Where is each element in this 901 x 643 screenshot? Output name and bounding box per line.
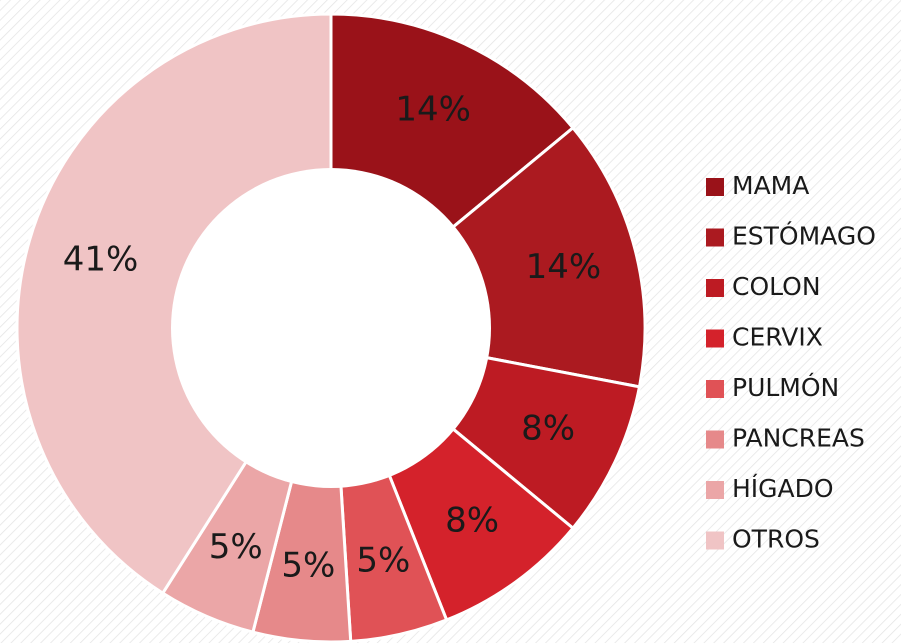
slice-labels: 14% 14% 8% 8% 5% 5% 5% 41% bbox=[63, 89, 602, 585]
legend-swatch bbox=[706, 380, 724, 398]
legend-label: HÍGADO bbox=[732, 474, 834, 503]
slice-label: 5% bbox=[209, 527, 263, 567]
slice-label: 8% bbox=[521, 409, 575, 449]
legend-swatch bbox=[706, 531, 724, 550]
legend-label: COLON bbox=[732, 272, 821, 301]
donut-hole bbox=[171, 168, 491, 488]
legend-swatch bbox=[706, 481, 724, 499]
legend-swatch bbox=[706, 228, 724, 247]
slice-label: 5% bbox=[356, 541, 410, 581]
legend-label: PANCREAS bbox=[732, 424, 865, 453]
legend-swatch bbox=[706, 329, 724, 348]
slice-label: 14% bbox=[526, 247, 602, 287]
slice-label: 41% bbox=[63, 240, 139, 280]
legend-label: PULMÓN bbox=[732, 372, 839, 402]
slice-label: 8% bbox=[445, 501, 499, 541]
slice-label: 5% bbox=[281, 545, 335, 585]
legend-label: CERVIX bbox=[732, 323, 823, 352]
legend-swatch bbox=[706, 178, 724, 196]
legend-swatch bbox=[706, 430, 724, 449]
legend-label: OTROS bbox=[732, 525, 820, 554]
slice-label: 14% bbox=[395, 89, 471, 129]
legend-label: MAMA bbox=[732, 171, 809, 200]
legend: MAMA ESTÓMAGO COLON CERVIX PULMÓN PANCREAS HÍG… bbox=[706, 171, 876, 554]
legend-label: ESTÓMAGO bbox=[732, 221, 876, 251]
legend-swatch bbox=[706, 279, 724, 297]
